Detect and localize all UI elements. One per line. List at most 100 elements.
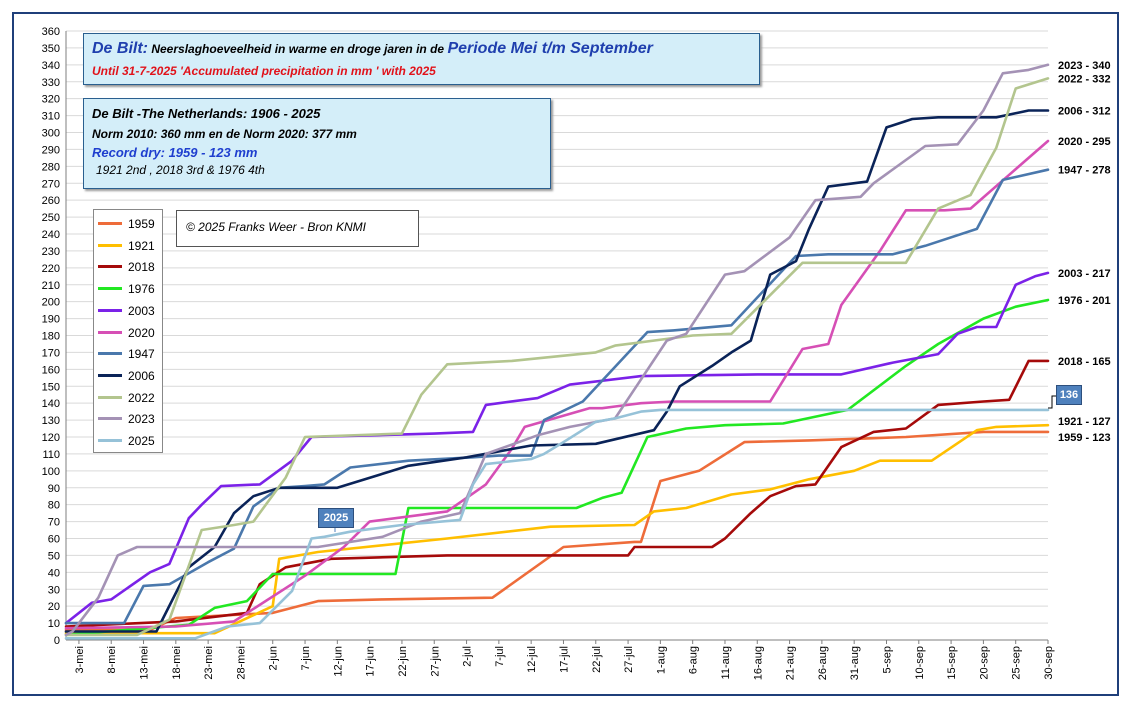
series-line-2025 xyxy=(64,408,1050,640)
series-line-1976 xyxy=(64,298,1050,637)
y-tick-label: 90 xyxy=(48,483,60,495)
y-tick-label: 280 xyxy=(42,161,60,173)
x-tick-label: 27-jun xyxy=(429,646,441,677)
y-tick-label: 150 xyxy=(42,381,60,393)
legend-item-2023: 2023 xyxy=(98,409,162,429)
legend-label: 2025 xyxy=(128,434,155,448)
legend-item-2003: 2003 xyxy=(98,301,162,321)
info-line-4: 1921 2nd , 2018 3rd & 1976 4th xyxy=(96,163,265,177)
y-tick-label: 30 xyxy=(48,584,60,596)
x-tick-label: 2-jul xyxy=(462,646,474,667)
x-tick-label: 21-aug xyxy=(785,646,797,680)
info-line-1: De Bilt -The Netherlands: 1906 - 2025 xyxy=(92,106,321,121)
callout-2025: 2025 xyxy=(318,508,354,528)
chart-subtitle: Until 31-7-2025 'Accumulated precipitati… xyxy=(92,64,436,78)
legend-label: 1976 xyxy=(128,282,155,297)
series-line-2006 xyxy=(64,109,1050,633)
x-tick-label: 18-mei xyxy=(171,646,183,680)
y-tick-label: 270 xyxy=(42,178,60,190)
legend-label: 2003 xyxy=(128,303,155,318)
legend: 1959 1921 2018 1976 2003 2020 1947 2006 2022 2023… xyxy=(93,209,163,453)
y-tick-label: 160 xyxy=(42,364,60,376)
x-tick-label: 11-aug xyxy=(720,646,732,679)
series-line-2023 xyxy=(64,63,1050,637)
end-label-2018: 2018 - 165 xyxy=(1058,356,1111,368)
y-tick-label: 200 xyxy=(42,297,60,309)
series-line-1947 xyxy=(64,168,1050,625)
x-tick-label: 22-jul xyxy=(591,646,603,673)
x-tick-label: 12-jul xyxy=(526,646,538,673)
x-tick-label: 27-jul xyxy=(623,646,635,673)
legend-swatch xyxy=(98,287,122,291)
title-prefix: De Bilt: xyxy=(92,40,148,57)
end-label-2006: 2006 - 312 xyxy=(1058,106,1111,118)
y-tick-label: 130 xyxy=(42,415,60,427)
y-tick-label: 0 xyxy=(54,635,60,647)
end-label-1959: 1959 - 123 xyxy=(1058,432,1111,444)
info-line-2: Norm 2010: 360 mm en de Norm 2020: 377 m… xyxy=(92,127,357,141)
x-tick-label: 1-aug xyxy=(655,646,667,674)
title-mid: Neerslaghoeveelheid in warme en droge ja… xyxy=(148,42,448,56)
legend-swatch xyxy=(98,395,122,399)
y-tick-label: 220 xyxy=(42,263,60,275)
y-tick-label: 140 xyxy=(42,398,60,410)
legend-swatch xyxy=(98,330,122,334)
series-line-1921 xyxy=(64,423,1050,635)
legend-swatch xyxy=(98,222,122,225)
legend-item-2025: 2025 xyxy=(98,431,162,451)
legend-item-2020: 2020 xyxy=(98,323,162,343)
y-tick-label: 40 xyxy=(48,567,60,579)
y-tick-label: 250 xyxy=(42,212,60,224)
end-label-2003: 2003 - 217 xyxy=(1058,268,1111,280)
legend-label: 2022 xyxy=(128,390,155,405)
legend-swatch xyxy=(98,373,122,377)
y-tick-label: 210 xyxy=(42,280,60,292)
y-tick-label: 20 xyxy=(48,601,60,613)
legend-swatch xyxy=(98,265,122,269)
chart-title: De Bilt: Neerslaghoeveelheid in warme en… xyxy=(92,40,653,58)
end-label-2022: 2022 - 332 xyxy=(1058,73,1111,85)
title-box: De Bilt: Neerslaghoeveelheid in warme en… xyxy=(83,33,760,85)
x-tick-label: 22-jun xyxy=(397,646,409,677)
y-tick-label: 70 xyxy=(48,517,60,529)
y-tick-label: 60 xyxy=(48,534,60,546)
x-tick-label: 25-sep xyxy=(1011,646,1023,680)
legend-swatch xyxy=(98,308,122,312)
y-tick-label: 50 xyxy=(48,550,60,562)
x-tick-label: 2-jun xyxy=(268,646,280,670)
x-tick-label: 20-sep xyxy=(978,646,990,680)
x-tick-label: 10-sep xyxy=(914,646,926,680)
y-tick-label: 120 xyxy=(42,432,60,444)
y-tick-label: 260 xyxy=(42,195,60,207)
y-tick-label: 340 xyxy=(42,60,60,72)
x-tick-label: 28-mei xyxy=(235,646,247,680)
x-tick-label: 15-sep xyxy=(946,646,958,680)
x-tick-label: 17-jul xyxy=(558,646,570,673)
legend-swatch xyxy=(98,243,122,247)
y-tick-label: 180 xyxy=(42,331,60,343)
x-tick-label: 16-aug xyxy=(752,646,764,680)
legend-swatch xyxy=(98,417,122,421)
end-label-1947: 1947 - 278 xyxy=(1058,165,1111,177)
x-tick-label: 3-mei xyxy=(74,646,86,674)
end-label-2020: 2020 - 295 xyxy=(1058,136,1111,148)
legend-item-1976: 1976 xyxy=(98,279,162,299)
y-tick-label: 240 xyxy=(42,229,60,241)
legend-item-2022: 2022 xyxy=(98,388,162,408)
legend-item-1921: 1921 xyxy=(98,236,162,256)
legend-label: 1947 xyxy=(128,347,155,362)
copyright-box: © 2025 Franks Weer - Bron KNMI xyxy=(176,210,419,247)
end-label-1921: 1921 - 127 xyxy=(1058,416,1111,428)
y-tick-label: 10 xyxy=(48,618,60,630)
info-box: De Bilt -The Netherlands: 1906 - 2025 No… xyxy=(83,98,551,189)
title-suffix: Periode Mei t/m September xyxy=(447,40,653,57)
series-line-2003 xyxy=(64,271,1050,625)
x-tick-label: 30-sep xyxy=(1043,646,1055,680)
y-tick-label: 300 xyxy=(42,128,60,140)
y-tick-label: 80 xyxy=(48,500,60,512)
y-tick-label: 110 xyxy=(42,449,60,461)
legend-label: 2006 xyxy=(128,368,155,383)
x-tick-label: 23-mei xyxy=(203,646,215,680)
y-tick-label: 360 xyxy=(42,26,60,38)
x-tick-label: 7-jul xyxy=(494,646,506,667)
